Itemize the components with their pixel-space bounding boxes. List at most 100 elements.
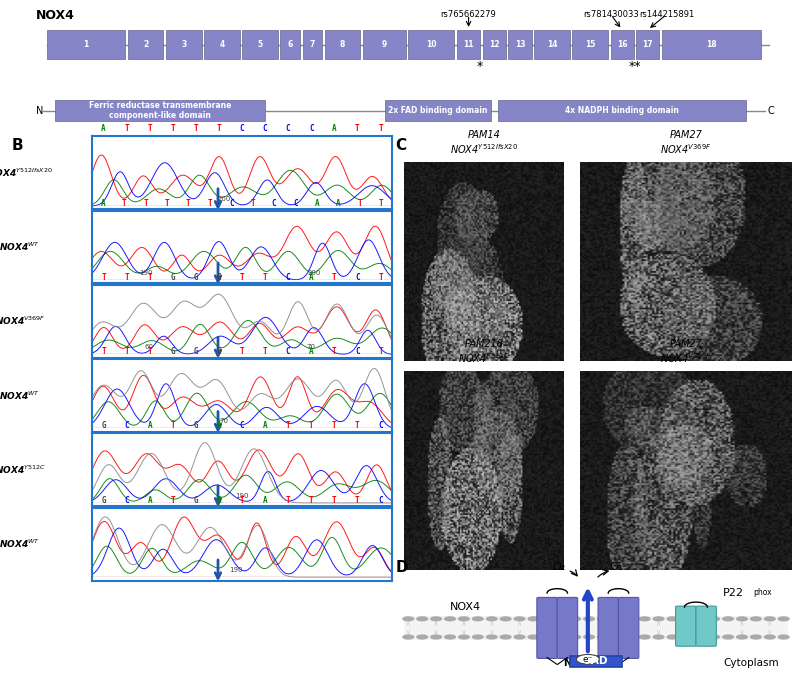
Text: 18: 18 bbox=[706, 40, 717, 49]
Text: T: T bbox=[147, 347, 152, 356]
Circle shape bbox=[666, 634, 678, 640]
FancyBboxPatch shape bbox=[696, 606, 716, 646]
Circle shape bbox=[694, 634, 706, 640]
Text: 8: 8 bbox=[340, 40, 346, 49]
FancyBboxPatch shape bbox=[498, 100, 746, 122]
Circle shape bbox=[722, 616, 734, 622]
Circle shape bbox=[722, 634, 734, 640]
FancyBboxPatch shape bbox=[610, 30, 634, 59]
FancyBboxPatch shape bbox=[363, 30, 406, 59]
Text: 5: 5 bbox=[258, 40, 262, 49]
FancyBboxPatch shape bbox=[47, 30, 125, 59]
FancyBboxPatch shape bbox=[558, 597, 578, 658]
Text: C: C bbox=[124, 495, 129, 505]
Text: C: C bbox=[378, 421, 382, 431]
Circle shape bbox=[472, 616, 484, 622]
Circle shape bbox=[542, 634, 554, 640]
Circle shape bbox=[416, 616, 428, 622]
Text: G: G bbox=[217, 273, 222, 282]
Text: A: A bbox=[336, 198, 341, 208]
Circle shape bbox=[778, 616, 790, 622]
Text: 4: 4 bbox=[219, 40, 225, 49]
Circle shape bbox=[653, 616, 665, 622]
Text: FAD: FAD bbox=[585, 657, 607, 666]
Text: C: C bbox=[355, 347, 360, 356]
Circle shape bbox=[472, 634, 484, 640]
Circle shape bbox=[625, 616, 637, 622]
Text: T: T bbox=[250, 198, 255, 208]
Text: C: C bbox=[286, 347, 290, 356]
Text: A: A bbox=[217, 421, 222, 431]
Text: Cytoplasm: Cytoplasm bbox=[723, 658, 779, 668]
Text: T: T bbox=[147, 273, 152, 282]
Text: PAM27
NOX4$^{V369F}$: PAM27 NOX4$^{V369F}$ bbox=[660, 339, 712, 365]
Text: 17: 17 bbox=[642, 40, 653, 49]
Text: A: A bbox=[102, 124, 106, 134]
Text: T: T bbox=[170, 495, 175, 505]
Text: NOX4$^{WT}$: NOX4$^{WT}$ bbox=[0, 389, 41, 402]
Text: 190: 190 bbox=[139, 270, 153, 276]
Text: A: A bbox=[147, 421, 152, 431]
Text: T: T bbox=[355, 421, 360, 431]
Circle shape bbox=[527, 634, 539, 640]
Circle shape bbox=[569, 616, 582, 622]
Text: 2x FAD binding domain: 2x FAD binding domain bbox=[388, 106, 488, 115]
Text: A: A bbox=[332, 124, 337, 134]
Text: T: T bbox=[262, 347, 267, 356]
Text: T: T bbox=[207, 198, 212, 208]
FancyBboxPatch shape bbox=[242, 30, 278, 59]
Text: 190: 190 bbox=[235, 493, 249, 499]
Text: T: T bbox=[122, 198, 126, 208]
Text: A: A bbox=[309, 347, 314, 356]
Text: C: C bbox=[240, 421, 244, 431]
Text: C: C bbox=[240, 124, 244, 134]
Text: P22: P22 bbox=[722, 588, 743, 598]
FancyBboxPatch shape bbox=[636, 30, 659, 59]
Text: D: D bbox=[395, 560, 408, 574]
Text: T: T bbox=[309, 495, 314, 505]
FancyBboxPatch shape bbox=[281, 30, 300, 59]
Text: T: T bbox=[262, 273, 267, 282]
Text: 70: 70 bbox=[219, 418, 229, 425]
Circle shape bbox=[486, 616, 498, 622]
Text: T: T bbox=[165, 198, 170, 208]
Circle shape bbox=[610, 616, 623, 622]
FancyBboxPatch shape bbox=[570, 656, 622, 667]
Text: N: N bbox=[36, 106, 43, 115]
Text: T: T bbox=[143, 198, 148, 208]
FancyBboxPatch shape bbox=[325, 30, 360, 59]
Circle shape bbox=[694, 616, 706, 622]
Text: 200: 200 bbox=[218, 196, 230, 202]
Text: C: C bbox=[286, 124, 290, 134]
Text: T: T bbox=[378, 347, 382, 356]
FancyBboxPatch shape bbox=[598, 597, 618, 658]
Text: **: ** bbox=[629, 61, 641, 74]
Text: 1: 1 bbox=[83, 40, 89, 49]
Circle shape bbox=[514, 616, 526, 622]
Text: C: C bbox=[286, 273, 290, 282]
FancyBboxPatch shape bbox=[618, 597, 639, 658]
Text: 13: 13 bbox=[514, 40, 526, 49]
Text: G: G bbox=[102, 421, 106, 431]
Text: T: T bbox=[170, 124, 175, 134]
Text: G: G bbox=[170, 273, 175, 282]
Circle shape bbox=[736, 616, 748, 622]
Text: G: G bbox=[194, 273, 198, 282]
Circle shape bbox=[444, 616, 456, 622]
Circle shape bbox=[402, 634, 414, 640]
Circle shape bbox=[542, 616, 554, 622]
Text: rs765662279: rs765662279 bbox=[441, 10, 497, 20]
Text: A: A bbox=[309, 273, 314, 282]
Circle shape bbox=[750, 634, 762, 640]
Circle shape bbox=[569, 634, 582, 640]
Text: NOX4$^{V369F}$: NOX4$^{V369F}$ bbox=[0, 315, 46, 327]
Circle shape bbox=[736, 634, 748, 640]
Text: T: T bbox=[240, 347, 244, 356]
Text: T: T bbox=[309, 421, 314, 431]
Text: A: A bbox=[101, 198, 105, 208]
Circle shape bbox=[597, 634, 609, 640]
Circle shape bbox=[708, 616, 720, 622]
FancyBboxPatch shape bbox=[572, 30, 608, 59]
Text: G: G bbox=[170, 347, 175, 356]
Text: T: T bbox=[355, 495, 360, 505]
